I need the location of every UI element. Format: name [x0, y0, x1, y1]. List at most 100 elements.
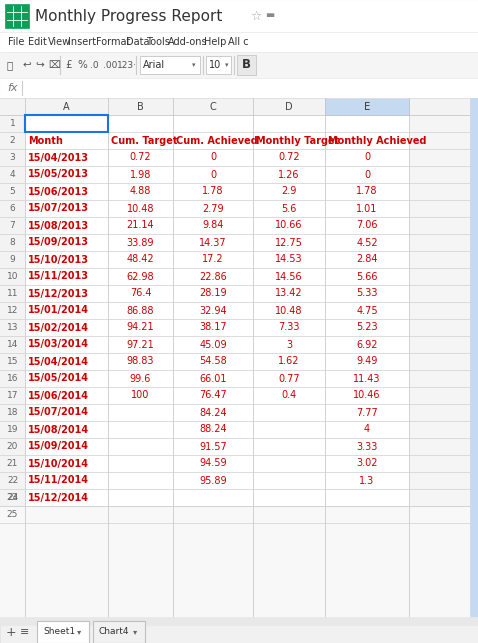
- Bar: [325, 149, 409, 166]
- Text: 7.06: 7.06: [356, 221, 378, 230]
- Text: 3.02: 3.02: [356, 458, 378, 469]
- Bar: [173, 506, 253, 523]
- Bar: [173, 421, 253, 438]
- Bar: [253, 421, 325, 438]
- Text: 76.4: 76.4: [130, 289, 151, 298]
- Text: 9.49: 9.49: [356, 356, 378, 367]
- Bar: [253, 183, 325, 200]
- Text: 16: 16: [7, 374, 18, 383]
- Bar: [108, 217, 173, 234]
- Text: 0.72: 0.72: [278, 152, 300, 163]
- Text: Help: Help: [204, 37, 227, 47]
- Bar: [0, 32, 478, 52]
- Bar: [325, 455, 409, 472]
- Text: 84.24: 84.24: [199, 408, 227, 417]
- Bar: [25, 200, 108, 217]
- Bar: [325, 353, 409, 370]
- Bar: [325, 370, 409, 387]
- Text: +: +: [6, 626, 17, 638]
- Text: B: B: [242, 59, 251, 71]
- Bar: [25, 285, 108, 302]
- Text: B: B: [137, 102, 144, 111]
- Bar: [108, 455, 173, 472]
- Bar: [0, 166, 25, 183]
- Bar: [25, 98, 108, 115]
- Text: 15/01/2014: 15/01/2014: [28, 305, 89, 316]
- Text: 7.77: 7.77: [356, 408, 378, 417]
- Text: Data: Data: [126, 37, 150, 47]
- Bar: [173, 438, 253, 455]
- Bar: [173, 234, 253, 251]
- Text: 100: 100: [131, 390, 150, 401]
- Text: ▬: ▬: [265, 10, 274, 20]
- Bar: [325, 302, 409, 319]
- Bar: [0, 52, 478, 78]
- Bar: [173, 370, 253, 387]
- Bar: [108, 489, 173, 506]
- Text: ↩: ↩: [22, 60, 31, 70]
- Text: 32.94: 32.94: [199, 305, 227, 316]
- Text: ↪: ↪: [35, 60, 44, 70]
- Text: Chart4: Chart4: [99, 628, 130, 637]
- Text: 17.2: 17.2: [202, 255, 224, 264]
- Text: 0.72: 0.72: [130, 152, 152, 163]
- Text: Cum. Achieved: Cum. Achieved: [176, 136, 258, 145]
- Bar: [0, 506, 478, 621]
- Text: 11.43: 11.43: [353, 374, 381, 383]
- Text: 0: 0: [210, 170, 216, 179]
- Text: 1.78: 1.78: [356, 186, 378, 197]
- Text: Monthly Progress Report: Monthly Progress Report: [35, 8, 222, 24]
- Text: 11: 11: [7, 289, 18, 298]
- Bar: [173, 98, 253, 115]
- Text: 0: 0: [210, 152, 216, 163]
- Bar: [0, 115, 25, 132]
- Text: 19: 19: [7, 425, 18, 434]
- Bar: [25, 234, 108, 251]
- Text: Tools: Tools: [146, 37, 170, 47]
- Text: 5.6: 5.6: [282, 203, 297, 213]
- Text: 76.47: 76.47: [199, 390, 227, 401]
- Bar: [25, 387, 108, 404]
- Bar: [108, 302, 173, 319]
- Text: 3: 3: [286, 340, 292, 350]
- Bar: [25, 489, 108, 506]
- Bar: [253, 489, 325, 506]
- Bar: [325, 166, 409, 183]
- Text: All c: All c: [228, 37, 249, 47]
- Text: 1.01: 1.01: [356, 203, 378, 213]
- Text: 8: 8: [10, 238, 15, 247]
- Bar: [25, 319, 108, 336]
- Bar: [0, 438, 25, 455]
- Bar: [108, 234, 173, 251]
- Text: ≡: ≡: [20, 627, 29, 637]
- Bar: [25, 353, 108, 370]
- Text: 25: 25: [7, 510, 18, 519]
- Bar: [0, 489, 25, 506]
- Text: Sheet1: Sheet1: [43, 628, 75, 637]
- Text: 20: 20: [7, 442, 18, 451]
- Text: ⌧: ⌧: [48, 60, 60, 70]
- Bar: [173, 132, 253, 149]
- Text: £: £: [65, 60, 72, 70]
- Text: 15/06/2013: 15/06/2013: [28, 186, 89, 197]
- Bar: [93, 621, 145, 643]
- Text: ⎙: ⎙: [7, 60, 13, 70]
- Text: 10.48: 10.48: [275, 305, 303, 316]
- Text: 14.56: 14.56: [275, 271, 303, 282]
- Text: 0: 0: [364, 152, 370, 163]
- Text: 14: 14: [7, 340, 18, 349]
- Bar: [108, 319, 173, 336]
- Bar: [108, 353, 173, 370]
- Text: Month: Month: [28, 136, 63, 145]
- Bar: [253, 387, 325, 404]
- Bar: [108, 472, 173, 489]
- Bar: [25, 115, 108, 132]
- Bar: [253, 302, 325, 319]
- Text: Monthly Achieved: Monthly Achieved: [328, 136, 426, 145]
- Bar: [173, 489, 253, 506]
- Bar: [108, 370, 173, 387]
- Text: 10: 10: [7, 272, 18, 281]
- Bar: [108, 251, 173, 268]
- Bar: [0, 489, 25, 506]
- Text: 45.09: 45.09: [199, 340, 227, 350]
